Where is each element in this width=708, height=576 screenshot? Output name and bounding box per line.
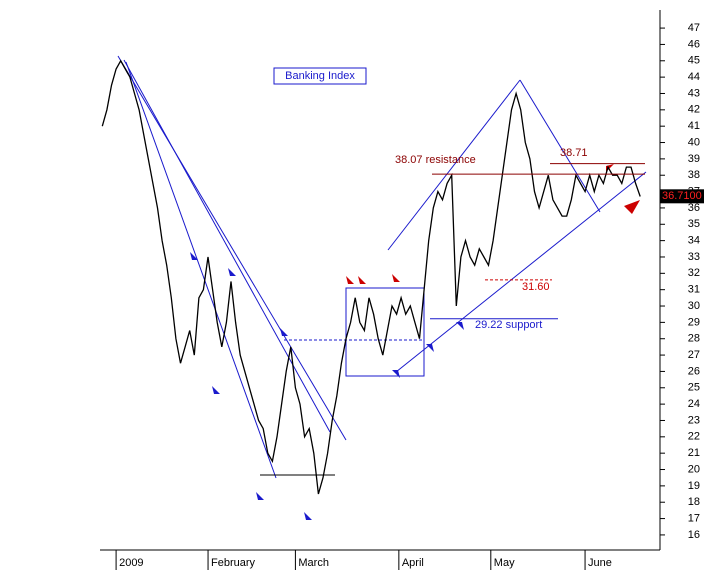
arrow	[426, 344, 434, 352]
trendlines	[117, 55, 647, 479]
y-tick-label: 16	[688, 529, 700, 541]
arrows	[190, 252, 464, 520]
arrow	[190, 252, 198, 260]
y-tick-label: 32	[688, 267, 700, 279]
y-tick-label: 40	[688, 136, 700, 148]
trendline	[395, 171, 647, 373]
y-tick-label: 20	[688, 463, 700, 475]
arrow	[304, 512, 312, 520]
y-tick-label: 31	[688, 284, 700, 296]
y-tick-label: 30	[688, 300, 700, 312]
range-box	[345, 287, 425, 377]
y-tick-label: 39	[688, 153, 700, 165]
y-tick-label: 33	[688, 251, 700, 263]
y-tick-label: 43	[688, 87, 700, 99]
y-tick-label: 35	[688, 218, 700, 230]
x-tick-label: 2009	[119, 557, 143, 569]
last-price-label: 36.7100	[662, 190, 702, 202]
arrow	[212, 386, 220, 394]
arrow	[346, 276, 354, 284]
x-tick-label: April	[402, 557, 424, 569]
arrow	[280, 328, 288, 336]
y-tick-label: 25	[688, 382, 700, 394]
y-tick-label: 24	[688, 398, 700, 410]
y-tick-label: 18	[688, 496, 700, 508]
y-tick-label: 46	[688, 38, 700, 50]
y-tick-label: 23	[688, 414, 700, 426]
y-tick-label: 47	[688, 22, 700, 34]
y-tick-label: 41	[688, 120, 700, 132]
y-tick-label: 36	[688, 202, 700, 214]
arrow	[358, 276, 366, 284]
chart-title: Banking Index	[285, 70, 355, 82]
y-tick-label: 28	[688, 333, 700, 345]
y-tick-label: 42	[688, 104, 700, 116]
arrow	[392, 274, 400, 282]
red-arrows	[346, 164, 640, 284]
big-arrow	[624, 200, 640, 214]
last-price-box	[660, 189, 704, 204]
y-tick-label: 38	[688, 169, 700, 181]
x-tick-label: May	[494, 557, 515, 569]
trendline	[387, 79, 521, 251]
x-tick-label: June	[588, 557, 612, 569]
y-tick-label: 29	[688, 316, 700, 328]
arrow	[256, 492, 264, 500]
arrow	[456, 322, 464, 330]
x-tick-label: February	[211, 557, 256, 569]
y-tick-label: 45	[688, 55, 700, 67]
trendline	[117, 55, 347, 441]
y-tick-label: 22	[688, 431, 700, 443]
y-tick-label: 26	[688, 365, 700, 377]
arrow	[392, 370, 400, 378]
trendline	[125, 61, 277, 479]
x-tick-label: March	[298, 557, 329, 569]
y-tick-label: 17	[688, 512, 700, 524]
level-label: 29.22 support	[475, 319, 542, 331]
level-label: 31.60	[522, 281, 550, 293]
trendline	[519, 79, 601, 213]
y-tick-label: 34	[688, 235, 700, 247]
price-line	[101, 59, 641, 495]
arrow	[228, 268, 236, 276]
level-label: 38.07 resistance	[395, 154, 476, 166]
y-tick-label: 19	[688, 480, 700, 492]
level-label: 38.71	[560, 147, 588, 159]
y-tick-label: 44	[688, 71, 700, 83]
y-tick-label: 27	[688, 349, 700, 361]
trendline	[123, 59, 331, 433]
title-box	[273, 67, 367, 85]
y-tick-label: 21	[688, 447, 700, 459]
